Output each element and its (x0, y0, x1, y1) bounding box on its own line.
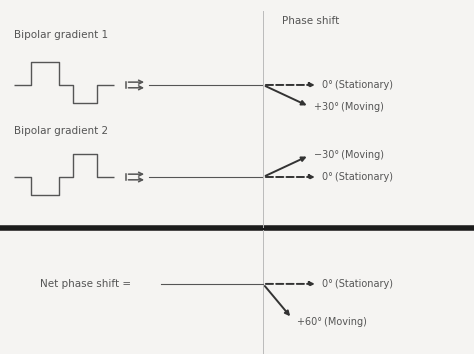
Text: +30° (Moving): +30° (Moving) (314, 102, 384, 112)
Text: Net phase shift =: Net phase shift = (40, 279, 131, 289)
Text: 0° (Stationary): 0° (Stationary) (322, 279, 393, 289)
Text: −30° (Moving): −30° (Moving) (314, 150, 384, 160)
Text: 0° (Stationary): 0° (Stationary) (322, 80, 393, 90)
Text: +60° (Moving): +60° (Moving) (297, 317, 366, 327)
Text: 0° (Stationary): 0° (Stationary) (322, 172, 393, 182)
Text: Bipolar gradient 2: Bipolar gradient 2 (14, 126, 109, 136)
Text: Bipolar gradient 1: Bipolar gradient 1 (14, 30, 109, 40)
Text: Phase shift: Phase shift (282, 16, 339, 26)
